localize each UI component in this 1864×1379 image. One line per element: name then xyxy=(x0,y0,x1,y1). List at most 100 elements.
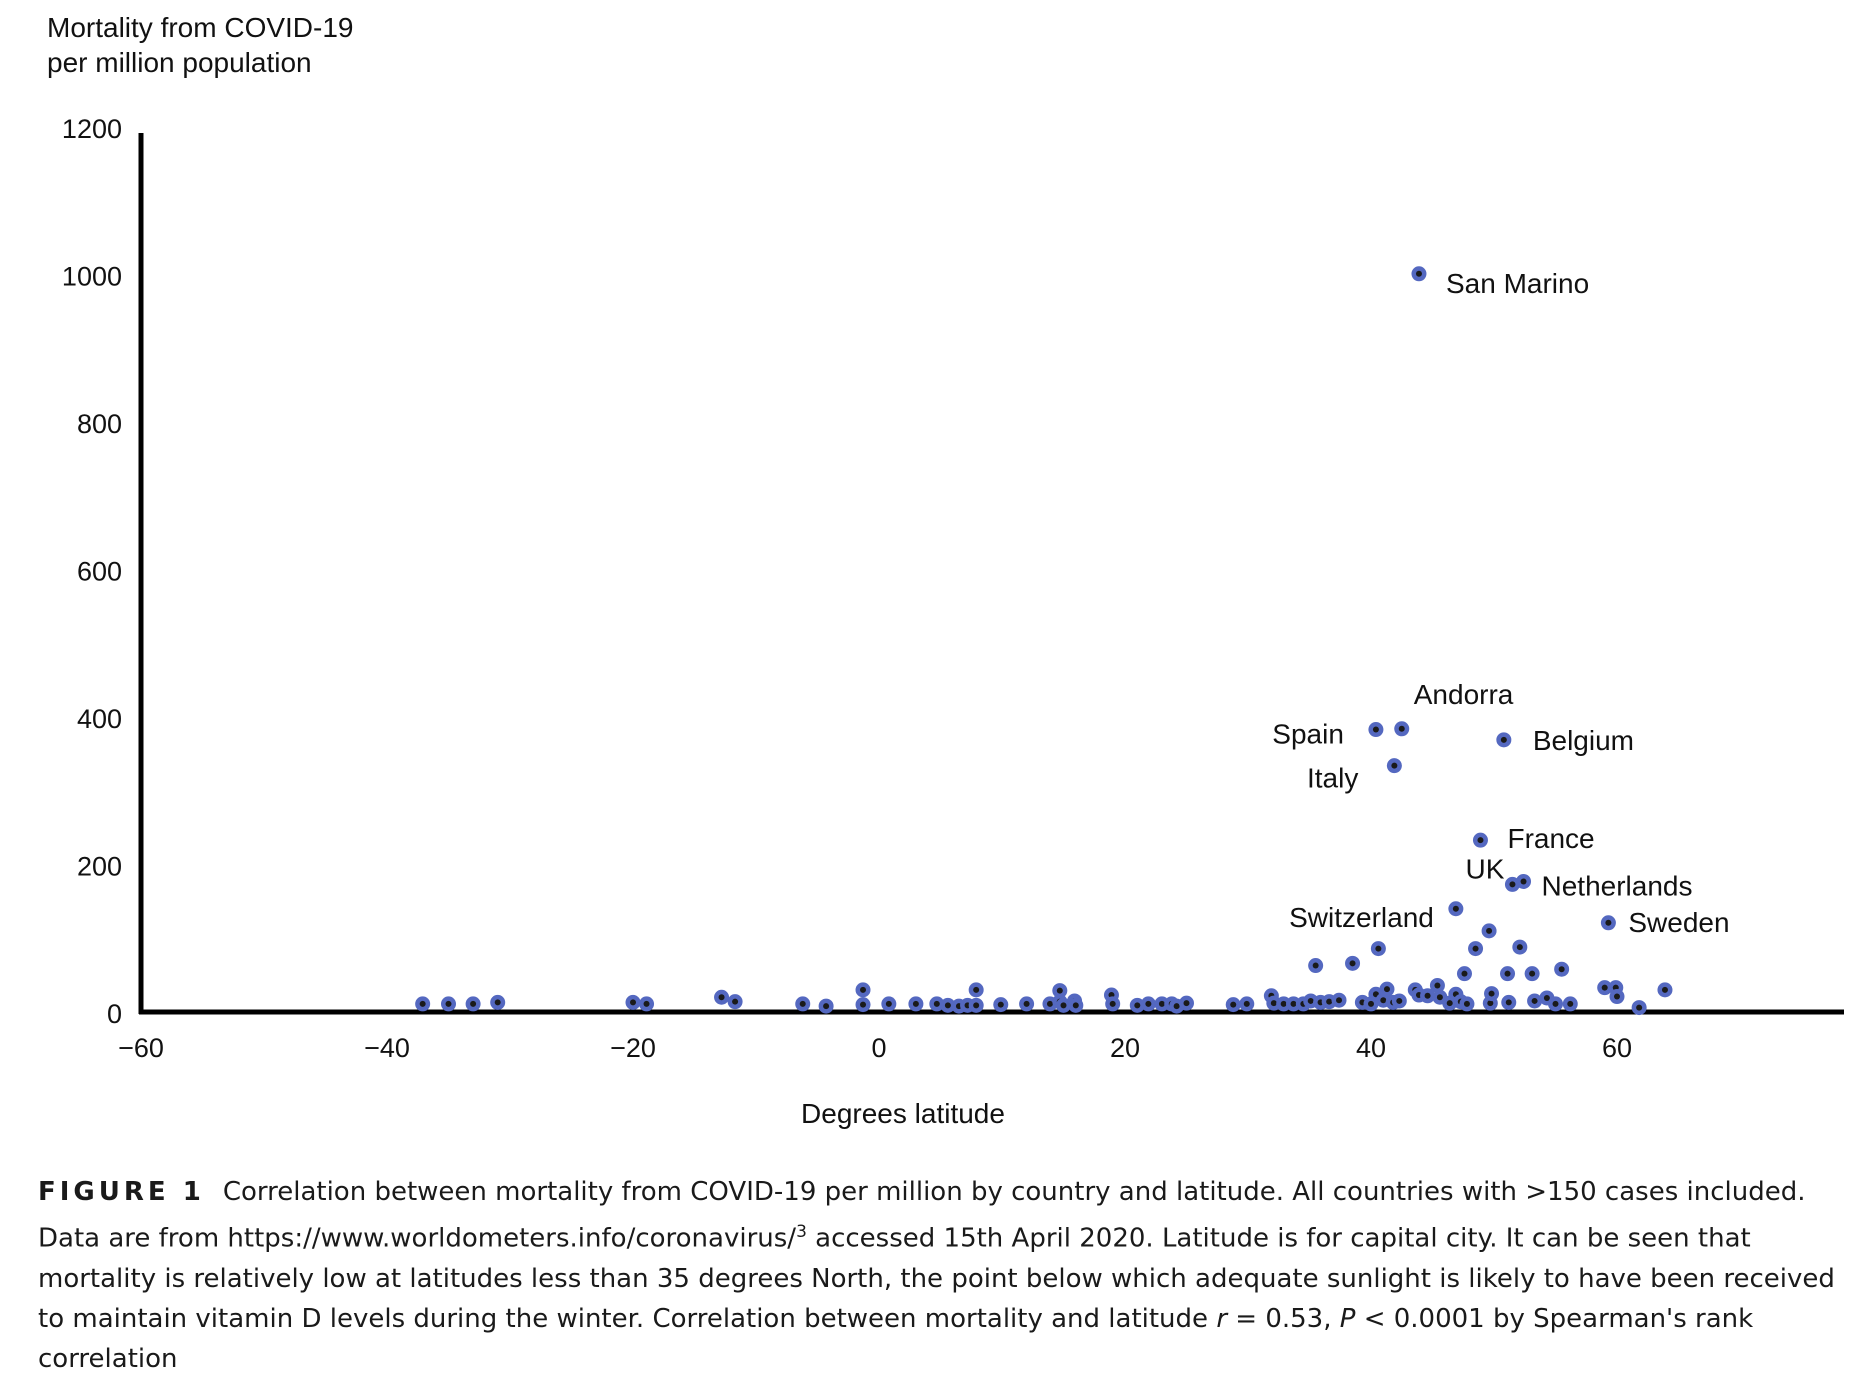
data-point xyxy=(929,996,945,1012)
data-point-san-marino xyxy=(1411,266,1427,282)
data-point xyxy=(1657,982,1673,998)
figure-caption: FIGURE 1 Correlation between mortality fr… xyxy=(38,1172,1838,1379)
data-point xyxy=(1484,986,1500,1002)
data-point-belgium xyxy=(1496,732,1512,748)
data-point xyxy=(1105,996,1121,1012)
data-point xyxy=(1609,989,1625,1005)
data-point-uk xyxy=(1504,876,1520,892)
caption-r-symbol: r xyxy=(1216,1303,1228,1334)
data-points xyxy=(415,266,1673,1016)
data-point xyxy=(1370,941,1386,957)
data-point-sweden xyxy=(1600,915,1616,931)
point-label-uk: UK xyxy=(1466,853,1505,884)
data-point xyxy=(1345,955,1361,971)
data-point xyxy=(625,994,641,1010)
data-point xyxy=(1512,939,1528,955)
point-label-andorra: Andorra xyxy=(1414,679,1514,710)
data-point xyxy=(855,982,871,998)
data-point-switzerland xyxy=(1448,901,1464,917)
figure-label: FIGURE 1 xyxy=(38,1177,205,1207)
y-axis-label: Mortality from COVID-19 per million popu… xyxy=(47,10,354,80)
y-axis-label-line-1: Mortality from COVID-19 xyxy=(47,12,354,43)
data-point xyxy=(1597,980,1613,996)
data-point xyxy=(490,994,506,1010)
data-point xyxy=(1459,996,1475,1012)
data-point xyxy=(1554,961,1570,977)
x-tick-label: 40 xyxy=(1356,1033,1386,1063)
x-tick-label: −40 xyxy=(364,1033,410,1063)
data-point xyxy=(1631,1000,1647,1016)
data-point-italy xyxy=(1386,758,1402,774)
y-tick-label: 800 xyxy=(77,409,122,439)
y-tick-label: 600 xyxy=(77,557,122,587)
point-label-belgium: Belgium xyxy=(1533,725,1634,756)
y-tick-label: 0 xyxy=(107,999,122,1029)
data-point xyxy=(1019,996,1035,1012)
data-point xyxy=(1140,996,1156,1012)
caption-p-symbol: P xyxy=(1339,1303,1356,1334)
x-axis-label: Degrees latitude xyxy=(801,1098,1005,1129)
data-point xyxy=(968,982,984,998)
axes xyxy=(138,133,1844,1015)
data-point xyxy=(714,989,730,1005)
point-label-switzerland: Switzerland xyxy=(1289,902,1434,933)
data-point xyxy=(1481,923,1497,939)
x-tick-label: −20 xyxy=(610,1033,656,1063)
data-point xyxy=(1308,958,1324,974)
caption-text-2: accessed 15th April 2020. Latitude is fo… xyxy=(38,1223,1835,1334)
data-point xyxy=(1562,996,1578,1012)
data-point xyxy=(1239,996,1255,1012)
data-point-france xyxy=(1472,832,1488,848)
point-label-san-marino: San Marino xyxy=(1446,268,1589,299)
data-point xyxy=(908,996,924,1012)
y-axis-label-line-2: per million population xyxy=(47,47,312,78)
point-label-netherlands: Netherlands xyxy=(1542,870,1693,901)
data-point xyxy=(1500,966,1516,982)
data-point xyxy=(1420,988,1436,1004)
data-point xyxy=(1527,993,1543,1009)
data-point-spain xyxy=(1368,722,1384,738)
data-point xyxy=(993,997,1009,1013)
data-point xyxy=(465,996,481,1012)
data-point xyxy=(1548,996,1563,1012)
data-point xyxy=(1456,966,1472,982)
data-point xyxy=(1052,983,1068,999)
y-tick-label: 200 xyxy=(77,852,122,882)
data-point xyxy=(818,998,834,1014)
data-point xyxy=(1391,993,1407,1009)
point-labels: San Marino Andorra Spain Belgium Italy France… xyxy=(1272,268,1729,938)
point-label-spain: Spain xyxy=(1272,719,1344,750)
point-label-italy: Italy xyxy=(1307,763,1358,794)
caption-text-3: = 0.53, xyxy=(1227,1303,1340,1334)
x-tick-label: 0 xyxy=(871,1033,886,1063)
data-point xyxy=(1501,994,1517,1010)
ticks: 0 200 400 600 800 1000 1200 −60 −40 −20 0 20 40 60 xyxy=(62,114,1632,1063)
data-point xyxy=(795,996,811,1012)
x-tick-label: −60 xyxy=(118,1033,164,1063)
data-point xyxy=(639,996,655,1012)
y-tick-label: 1000 xyxy=(62,262,122,292)
caption-text-1: Correlation between mortality from COVID… xyxy=(38,1177,1806,1254)
data-point xyxy=(1468,941,1484,957)
data-point xyxy=(441,996,456,1012)
scatter-chart: 0 200 400 600 800 1000 1200 −60 −40 −20 0 20 40 60 Sa… xyxy=(62,114,1844,1129)
data-point xyxy=(1129,997,1145,1013)
point-label-sweden: Sweden xyxy=(1628,907,1729,938)
data-point xyxy=(727,994,743,1010)
data-point xyxy=(1379,981,1395,997)
x-tick-label: 60 xyxy=(1602,1033,1632,1063)
data-point-andorra xyxy=(1394,721,1410,737)
data-point xyxy=(1225,997,1241,1013)
data-point xyxy=(855,997,871,1013)
data-point xyxy=(1068,997,1084,1013)
x-tick-label: 20 xyxy=(1110,1033,1140,1063)
caption-reference: 3 xyxy=(796,1222,807,1242)
data-point xyxy=(415,996,431,1012)
data-point xyxy=(1524,966,1540,982)
y-tick-label: 1200 xyxy=(62,114,122,144)
data-point xyxy=(1429,977,1445,993)
data-point xyxy=(1331,992,1347,1008)
data-point xyxy=(1179,995,1194,1011)
y-tick-label: 400 xyxy=(77,704,122,734)
data-point xyxy=(881,996,897,1012)
